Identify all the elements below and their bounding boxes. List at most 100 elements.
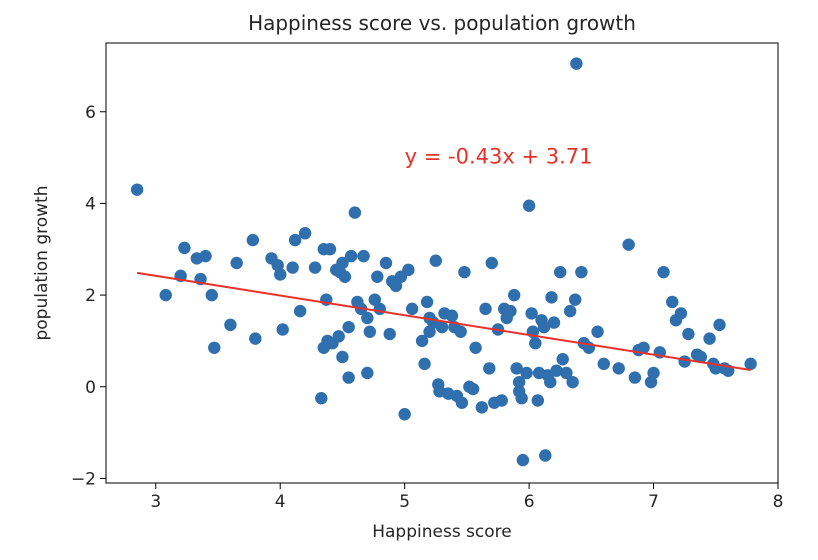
data-point	[556, 353, 569, 366]
data-point	[458, 265, 471, 279]
data-point	[529, 337, 542, 350]
data-point	[694, 350, 708, 364]
points-layer	[130, 57, 757, 467]
data-point	[224, 318, 237, 332]
data-point	[249, 332, 262, 345]
data-point	[371, 270, 384, 283]
data-point	[363, 325, 377, 338]
data-point	[338, 270, 352, 283]
data-point	[483, 362, 496, 375]
data-point	[323, 243, 337, 256]
x-axis-label: Happiness score	[372, 522, 512, 542]
data-point	[288, 233, 302, 247]
data-point	[178, 241, 191, 255]
data-point	[637, 341, 650, 354]
data-point	[507, 288, 521, 302]
data-point	[703, 332, 716, 345]
data-point	[516, 453, 530, 467]
data-point	[159, 288, 172, 302]
data-point	[389, 279, 403, 293]
x-tick-label: 4	[275, 492, 286, 512]
data-point	[682, 327, 695, 341]
data-point	[570, 57, 583, 70]
data-point	[512, 375, 526, 389]
data-point	[628, 371, 642, 384]
y-axis-label: population growth	[32, 185, 52, 340]
data-point	[342, 371, 355, 384]
data-point	[531, 394, 545, 407]
data-point	[336, 256, 349, 270]
data-point	[274, 268, 287, 281]
data-point	[286, 261, 299, 274]
data-point	[357, 249, 370, 263]
data-point	[348, 206, 362, 219]
data-point	[612, 362, 625, 375]
data-point	[368, 293, 381, 306]
y-tick-label: 0	[85, 378, 96, 398]
data-point	[520, 366, 533, 380]
data-point	[276, 323, 289, 336]
x-tick-label: 7	[648, 492, 659, 512]
data-point	[744, 357, 757, 371]
plot-frame	[105, 42, 779, 484]
data-point	[405, 302, 419, 316]
data-point	[315, 392, 328, 405]
data-point	[435, 320, 449, 334]
data-point	[560, 366, 573, 380]
data-point	[554, 265, 567, 279]
x-tick-label: 8	[773, 492, 784, 512]
data-point	[568, 293, 582, 306]
y-tick-label: 2	[85, 286, 96, 306]
data-point	[342, 320, 355, 334]
data-point	[361, 311, 374, 325]
data-point	[550, 364, 563, 377]
data-point	[415, 334, 429, 348]
data-point	[622, 238, 635, 251]
data-point	[199, 249, 212, 263]
data-point	[246, 233, 260, 247]
data-point	[418, 357, 431, 371]
axes-frame	[105, 42, 779, 484]
data-point	[547, 316, 561, 329]
y-tick-label: 4	[85, 194, 96, 214]
data-point	[130, 183, 144, 196]
data-point	[466, 382, 480, 396]
data-point	[230, 256, 243, 270]
data-point	[361, 366, 374, 380]
data-point	[674, 307, 688, 320]
data-point	[537, 320, 551, 334]
data-point	[657, 265, 670, 279]
data-point	[495, 394, 508, 407]
data-point	[475, 401, 489, 414]
data-point	[597, 357, 610, 371]
data-point	[336, 350, 349, 364]
x-tick-label: 5	[399, 492, 410, 512]
data-point	[479, 302, 492, 316]
regression-equation-label: y = -0.43x + 3.71	[405, 144, 593, 168]
y-tick-label: −2	[71, 469, 96, 489]
data-point	[713, 318, 726, 332]
data-point	[208, 341, 221, 354]
regression-layer	[136, 271, 751, 372]
data-point	[545, 291, 558, 304]
data-point	[398, 408, 411, 421]
data-point	[647, 366, 660, 380]
data-point	[454, 325, 467, 338]
data-point	[344, 249, 358, 263]
data-point	[522, 199, 536, 212]
data-point	[591, 325, 604, 338]
data-point	[485, 256, 498, 270]
data-point	[445, 309, 459, 322]
data-point	[402, 263, 415, 277]
data-point	[332, 330, 345, 343]
data-point	[383, 327, 396, 341]
data-point	[575, 265, 588, 279]
data-point	[469, 341, 482, 354]
data-point	[515, 392, 528, 405]
chart-title: Happiness score vs. population growth	[248, 11, 636, 35]
data-point	[504, 304, 517, 318]
data-point	[563, 304, 577, 318]
x-tick-label: 6	[524, 492, 535, 512]
